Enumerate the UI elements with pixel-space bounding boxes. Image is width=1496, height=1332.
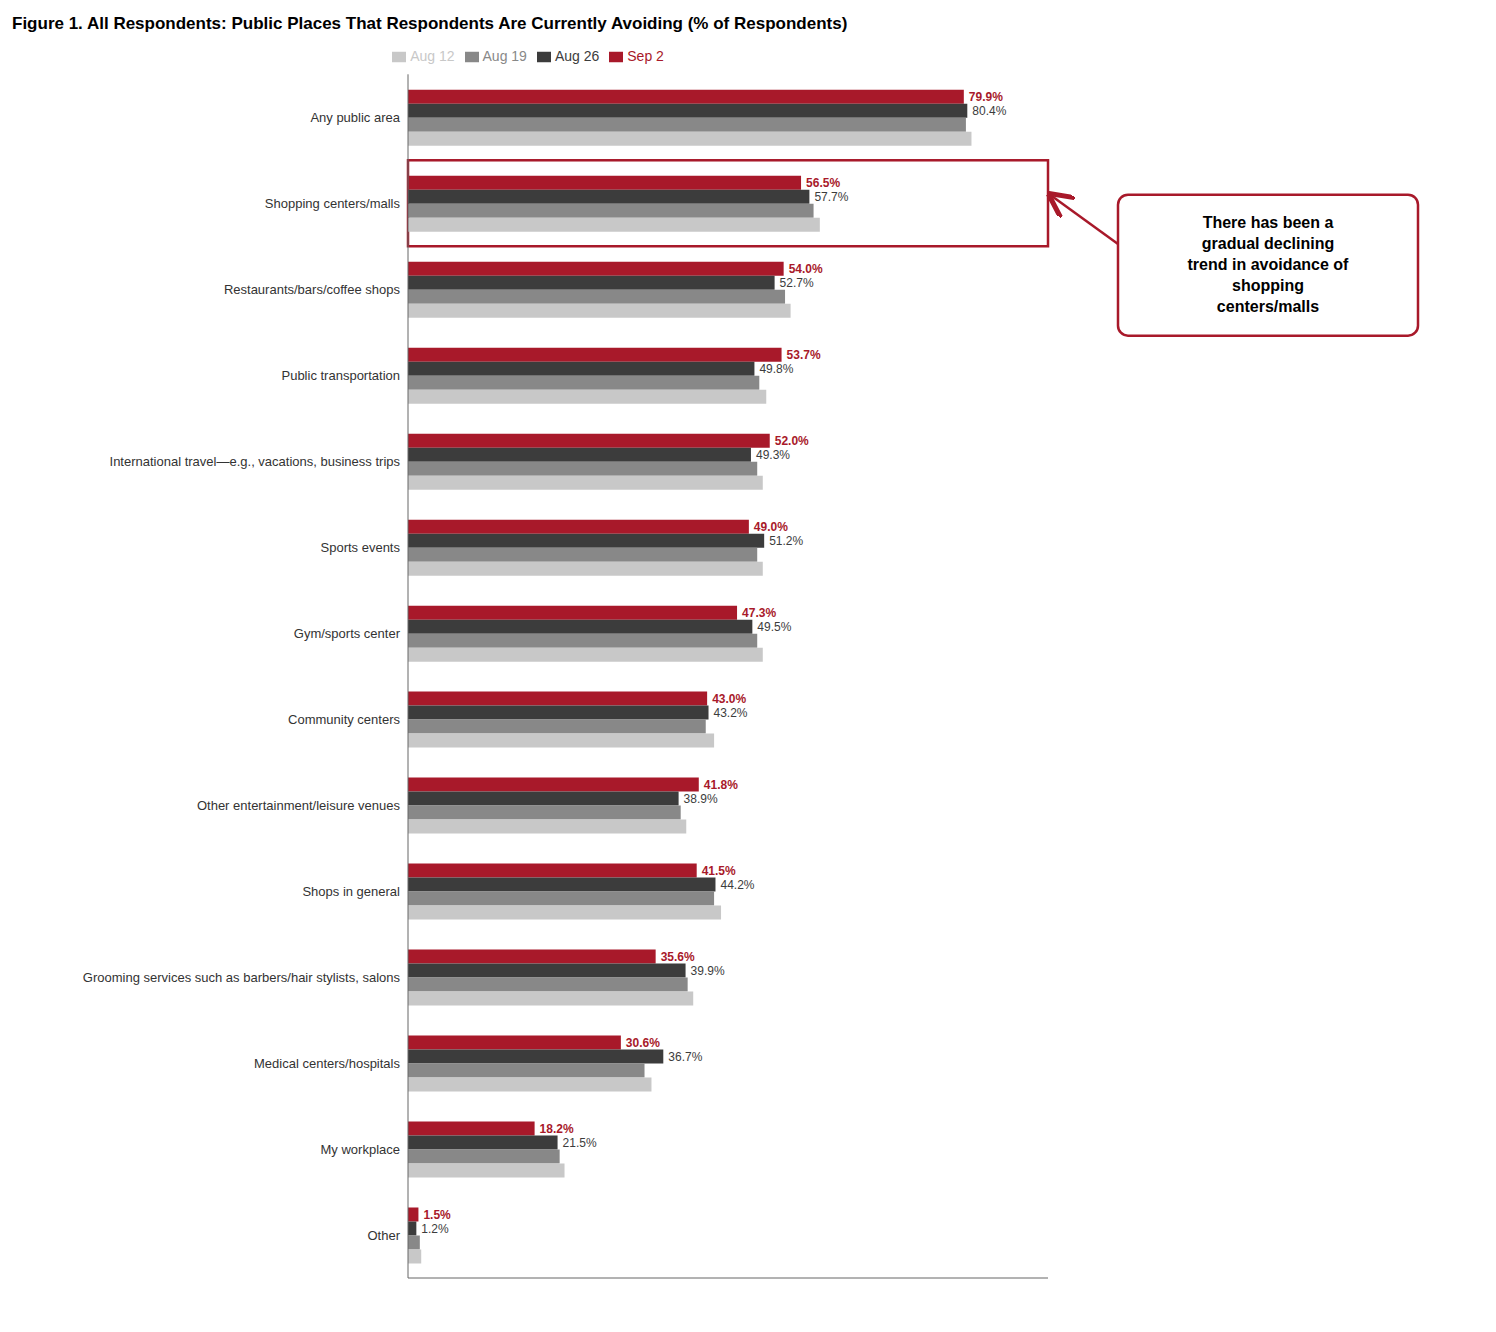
- svg-text:My workplace: My workplace: [321, 1142, 400, 1157]
- svg-text:39.9%: 39.9%: [691, 964, 725, 978]
- svg-text:Community centers: Community centers: [288, 712, 400, 727]
- svg-text:51.2%: 51.2%: [769, 534, 803, 548]
- html-text:Aug 26: Aug 26: [554, 48, 600, 64]
- svg-text:Any public area: Any public area: [310, 110, 400, 125]
- svg-text:41.5%: 41.5%: [702, 864, 736, 878]
- svg-text:Medical centers/hospitals: Medical centers/hospitals: [254, 1056, 400, 1071]
- svg-text:38.9%: 38.9%: [684, 792, 718, 806]
- svg-text:Public transportation: Public transportation: [281, 368, 400, 383]
- svg-text:Grooming services such as barb: Grooming services such as barbers/hair s…: [83, 970, 401, 985]
- svg-text:Restaurants/bars/coffee shops: Restaurants/bars/coffee shops: [224, 282, 401, 297]
- svg-text:Other: Other: [367, 1228, 400, 1243]
- html-text:Sep 2: Sep 2: [627, 48, 664, 64]
- svg-text:49.5%: 49.5%: [757, 620, 791, 634]
- svg-text:1.2%: 1.2%: [421, 1222, 449, 1236]
- html-text:Aug 19: Aug 19: [482, 48, 527, 64]
- html-text:Figure 1. All Respondents: Pub: Figure 1. All Respondents: Public Places…: [12, 14, 848, 33]
- svg-text:International travel—e.g., vac: International travel—e.g., vacations, bu…: [110, 454, 401, 469]
- svg-text:35.6%: 35.6%: [661, 950, 695, 964]
- svg-text:21.5%: 21.5%: [563, 1136, 597, 1150]
- svg-text:44.2%: 44.2%: [720, 878, 754, 892]
- svg-text:49.0%: 49.0%: [754, 520, 788, 534]
- svg-text:79.9%: 79.9%: [969, 90, 1003, 104]
- svg-text:1.5%: 1.5%: [423, 1208, 451, 1222]
- svg-text:57.7%: 57.7%: [814, 190, 848, 204]
- svg-text:49.8%: 49.8%: [759, 362, 793, 376]
- svg-text:52.0%: 52.0%: [775, 434, 809, 448]
- svg-text:There has been agradual declin: There has been agradual decliningtrend i…: [1188, 214, 1350, 315]
- svg-text:53.7%: 53.7%: [787, 348, 821, 362]
- svg-text:Gym/sports center: Gym/sports center: [294, 626, 401, 641]
- svg-text:80.4%: 80.4%: [972, 104, 1006, 118]
- svg-text:18.2%: 18.2%: [540, 1122, 574, 1136]
- svg-text:52.7%: 52.7%: [780, 276, 814, 290]
- svg-text:56.5%: 56.5%: [806, 176, 840, 190]
- svg-text:Shops in general: Shops in general: [302, 884, 400, 899]
- svg-text:43.0%: 43.0%: [712, 692, 746, 706]
- svg-text:36.7%: 36.7%: [668, 1050, 702, 1064]
- svg-text:30.6%: 30.6%: [626, 1036, 660, 1050]
- svg-text:54.0%: 54.0%: [789, 262, 823, 276]
- svg-text:41.8%: 41.8%: [704, 778, 738, 792]
- svg-text:43.2%: 43.2%: [714, 706, 748, 720]
- svg-text:47.3%: 47.3%: [742, 606, 776, 620]
- svg-text:Shopping centers/malls: Shopping centers/malls: [265, 196, 401, 211]
- html-text:Aug 12: Aug 12: [410, 48, 455, 64]
- svg-text:Sports events: Sports events: [321, 540, 401, 555]
- svg-text:Other entertainment/leisure ve: Other entertainment/leisure venues: [197, 798, 401, 813]
- svg-text:49.3%: 49.3%: [756, 448, 790, 462]
